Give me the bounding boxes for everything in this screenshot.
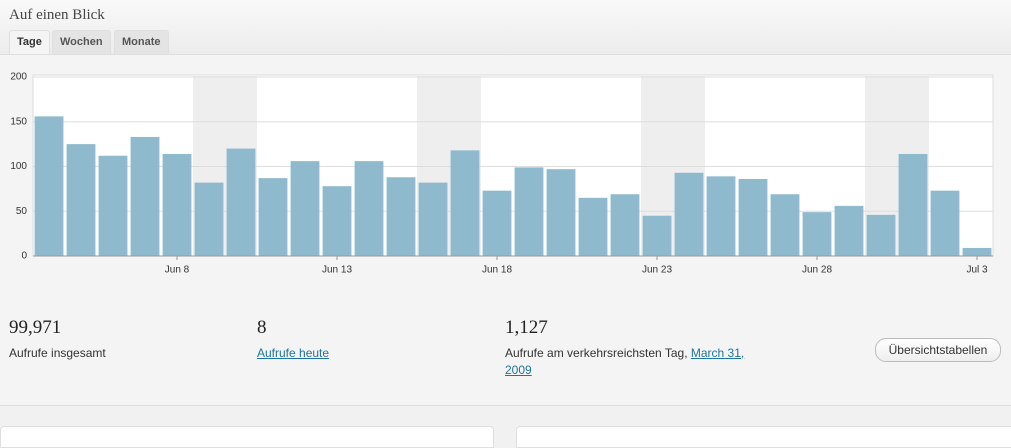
bar bbox=[386, 177, 416, 256]
bar bbox=[642, 215, 672, 256]
stat-value: 99,971 bbox=[9, 317, 62, 338]
bar bbox=[610, 194, 640, 256]
x-tick-label: Jun 28 bbox=[802, 265, 832, 276]
stat-label: Aufrufe am verkehrsreichsten Tag, bbox=[505, 346, 688, 360]
bar bbox=[482, 190, 512, 256]
bar bbox=[834, 205, 864, 256]
stat-text: Aufrufe am verkehrsreichsten Tag, March … bbox=[505, 345, 765, 379]
stat-value: 8 bbox=[257, 317, 267, 338]
stat-label: Aufrufe insgesamt bbox=[9, 346, 106, 360]
bar bbox=[578, 197, 608, 256]
y-tick-label: 50 bbox=[16, 206, 28, 217]
bar bbox=[162, 153, 192, 256]
bar bbox=[898, 153, 928, 256]
y-tick-label: 0 bbox=[21, 251, 27, 262]
bar bbox=[194, 182, 224, 256]
bar bbox=[770, 194, 800, 256]
x-tick-label: Jun 13 bbox=[322, 265, 352, 276]
bar bbox=[706, 176, 736, 256]
stat-link[interactable]: Aufrufe heute bbox=[257, 346, 330, 360]
stat-link[interactable]: March 31, 2009 bbox=[505, 346, 745, 377]
bar bbox=[66, 144, 96, 256]
tab[interactable]: Tage bbox=[9, 30, 50, 54]
bar bbox=[98, 155, 128, 256]
bar bbox=[802, 212, 832, 256]
x-tick-label: Jun 8 bbox=[165, 265, 190, 276]
tab[interactable]: Monate bbox=[114, 30, 169, 54]
bar bbox=[674, 172, 704, 256]
bar bbox=[930, 190, 960, 256]
bar bbox=[514, 167, 544, 256]
bar bbox=[34, 116, 64, 256]
title: Auf einen Blick bbox=[9, 7, 105, 23]
bar bbox=[226, 148, 256, 256]
bar bbox=[130, 136, 160, 256]
button[interactable]: Übersichtstabellen bbox=[875, 338, 1001, 362]
bar bbox=[962, 247, 992, 256]
bar bbox=[258, 178, 288, 256]
x-tick-label: Jun 23 bbox=[642, 265, 672, 276]
y-tick-label: 100 bbox=[10, 161, 27, 172]
bar bbox=[866, 214, 896, 256]
y-tick-label: 200 bbox=[10, 72, 27, 83]
bar bbox=[546, 169, 576, 256]
bar bbox=[418, 182, 448, 256]
widget-box bbox=[0, 426, 494, 448]
header: Auf einen Blick Tage Wochen Monate bbox=[0, 0, 1011, 55]
x-tick-label: Jun 18 bbox=[482, 265, 512, 276]
bar bbox=[290, 161, 320, 256]
stat-value: 1,127 bbox=[505, 317, 548, 338]
bar bbox=[354, 161, 384, 256]
y-tick-label: 150 bbox=[10, 116, 27, 127]
x-tick-label: Jul 3 bbox=[966, 265, 988, 276]
bar bbox=[450, 150, 480, 256]
bar bbox=[322, 186, 352, 256]
bar bbox=[738, 179, 768, 256]
widget-box bbox=[516, 426, 1011, 448]
tab[interactable]: Wochen bbox=[52, 30, 111, 54]
chart: 0 50 100 150 200 Jun 8 Jun 13 Jun 18 Jun 23 Jun 2… bbox=[10, 72, 994, 276]
